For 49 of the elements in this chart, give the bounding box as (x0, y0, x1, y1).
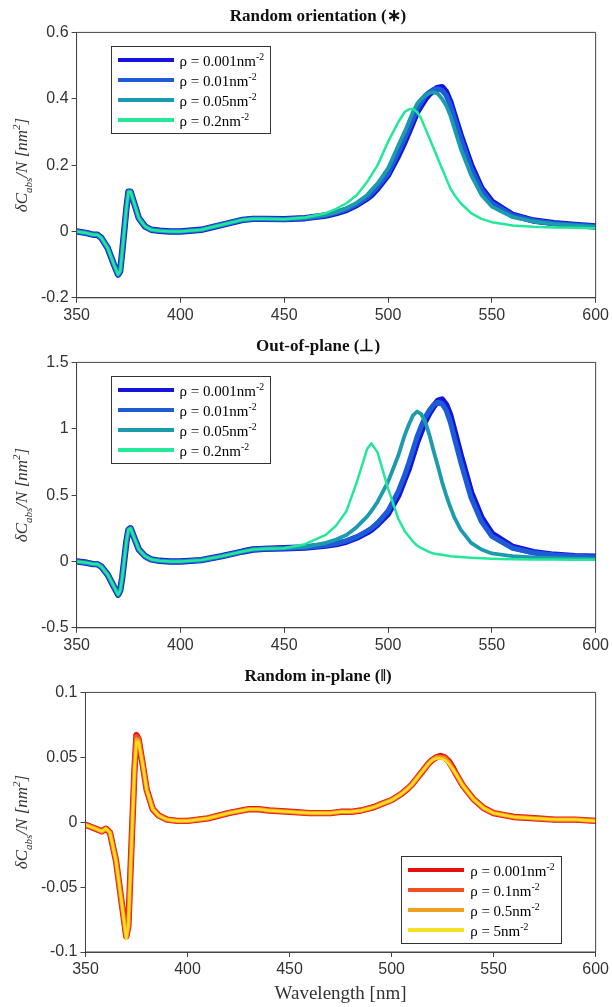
y-tick-label: 0.05 (46, 747, 78, 765)
legend-label: ρ = 0.001nm$^{-2}$ (470, 860, 555, 880)
legend-label: ρ = 0.2nm$^{-2}$ (179, 440, 250, 460)
legend-label: ρ = 0.05nm$^{-2}$ (179, 90, 257, 110)
legend-label: ρ = 0.01nm$^{-2}$ (179, 70, 257, 90)
chart-title: Random in-plane (‖) (244, 665, 392, 685)
x-tick-label: 600 (582, 635, 610, 653)
legend-label: ρ = 0.2nm$^{-2}$ (179, 110, 250, 130)
x-tick-label: 550 (478, 305, 506, 323)
y-tick-label: 0.2 (46, 155, 69, 173)
x-tick-label: 400 (167, 305, 194, 323)
y-tick-label: 0 (59, 551, 69, 569)
y-tick-label: -0.2 (40, 288, 69, 306)
y-tick-label: -0.1 (49, 942, 78, 960)
x-tick-label: 450 (270, 305, 298, 323)
legend-label: ρ = 0.5nm$^{-2}$ (470, 900, 540, 920)
x-tick-label: 600 (582, 305, 610, 323)
y-tick-label: 1 (59, 419, 69, 437)
legend-label: ρ = 0.05nm$^{-2}$ (179, 420, 257, 440)
y-tick-label: 0 (59, 221, 69, 239)
y-tick-label: 0.6 (46, 22, 69, 40)
legend-label: ρ = 0.01nm$^{-2}$ (179, 400, 257, 420)
x-tick-label: 350 (72, 960, 99, 978)
legend-label: ρ = 0.001nm$^{-2}$ (179, 50, 265, 70)
x-axis-title: Wavelength [nm] (274, 981, 407, 1003)
y-tick-label: 0.5 (46, 485, 69, 503)
y-tick-label: -0.05 (41, 877, 78, 895)
y-tick-label: 0.4 (46, 89, 69, 107)
x-tick-label: 550 (480, 960, 508, 978)
x-tick-label: 350 (63, 305, 91, 323)
x-tick-label: 550 (478, 635, 506, 653)
chart-title: Random orientation (∗) (229, 5, 407, 25)
x-tick-label: 600 (582, 960, 610, 978)
y-tick-label: 0.1 (55, 682, 78, 700)
x-tick-label: 400 (174, 960, 201, 978)
x-tick-label: 450 (270, 635, 298, 653)
x-tick-label: 500 (374, 305, 402, 323)
x-tick-label: 500 (378, 960, 406, 978)
x-tick-label: 450 (276, 960, 303, 978)
chart-title: Out-of-plane (⊥) (255, 335, 381, 355)
y-tick-label: 1.5 (46, 352, 69, 370)
x-tick-label: 500 (374, 635, 402, 653)
y-tick-label: 0 (68, 812, 78, 830)
legend-label: ρ = 0.001nm$^{-2}$ (179, 380, 265, 400)
legend-label: ρ = 5nm$^{-2}$ (470, 920, 529, 940)
y-tick-label: -0.5 (40, 618, 69, 636)
x-tick-label: 400 (167, 635, 194, 653)
x-tick-label: 350 (63, 635, 91, 653)
legend-label: ρ = 0.1nm$^{-2}$ (470, 880, 540, 900)
